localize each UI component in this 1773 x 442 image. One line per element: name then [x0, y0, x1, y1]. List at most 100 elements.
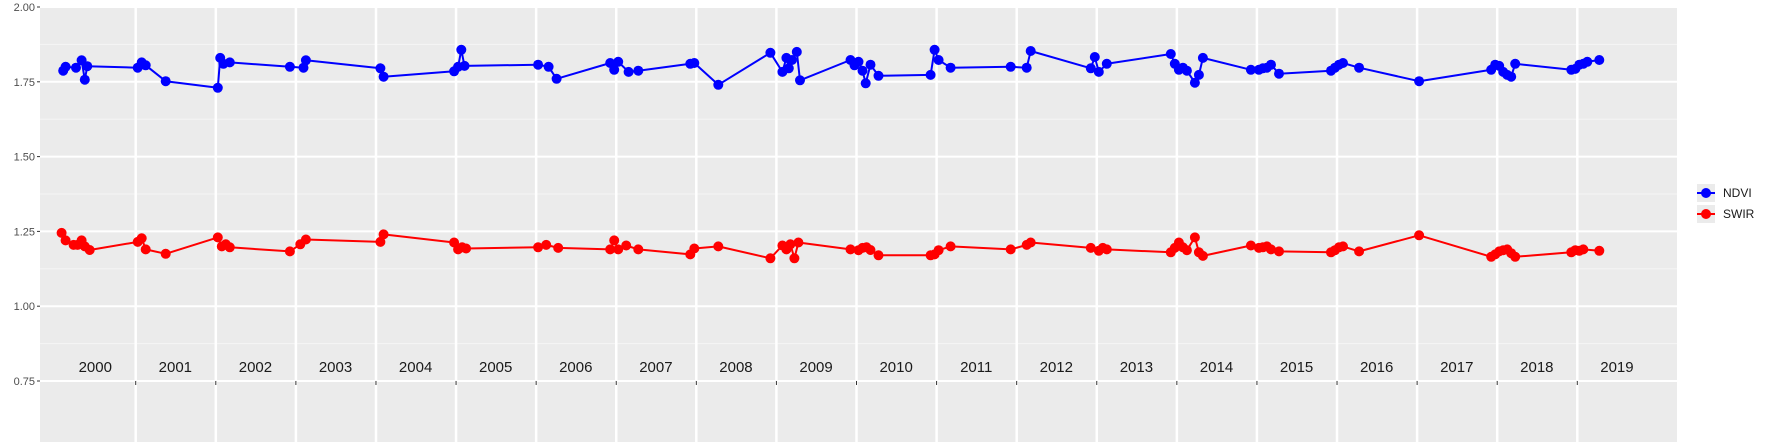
data-point-ndvi — [1101, 58, 1112, 69]
year-label: 2011 — [960, 359, 992, 376]
data-point-ndvi — [865, 59, 876, 70]
data-point-ndvi — [140, 60, 151, 71]
data-point-ndvi — [375, 63, 386, 74]
data-point-ndvi — [1582, 56, 1593, 67]
data-point-ndvi — [1510, 58, 1521, 69]
data-point-swir — [224, 242, 235, 253]
data-point-ndvi — [713, 79, 724, 90]
data-point-swir — [1274, 246, 1284, 257]
data-point-ndvi — [1089, 52, 1100, 62]
data-point-swir — [284, 246, 295, 257]
year-label: 2010 — [879, 359, 912, 376]
year-label: 2014 — [1200, 359, 1233, 376]
data-point-swir — [845, 244, 856, 255]
year-label: 2013 — [1120, 359, 1153, 376]
data-point-ndvi — [925, 69, 936, 80]
data-point-ndvi — [853, 56, 864, 67]
data-point-swir — [1245, 240, 1256, 251]
data-point-ndvi — [456, 44, 467, 55]
data-point-ndvi — [1338, 58, 1348, 68]
data-point-ndvi — [60, 61, 71, 72]
data-point-swir — [713, 241, 724, 252]
data-point-ndvi — [623, 66, 634, 77]
data-point-swir — [533, 242, 544, 253]
data-point-ndvi — [71, 62, 81, 73]
data-point-ndvi — [1594, 55, 1605, 65]
y-tick-label: 1.50 — [14, 152, 35, 164]
data-point-ndvi — [300, 55, 311, 66]
y-tick-label: 0.75 — [14, 376, 35, 388]
data-point-ndvi — [1005, 61, 1016, 72]
data-point-ndvi — [1181, 65, 1192, 76]
data-point-swir — [789, 253, 800, 264]
legend-key-point-ndvi — [1701, 188, 1711, 198]
data-point-ndvi — [787, 55, 797, 65]
data-point-ndvi — [1025, 46, 1036, 56]
data-point-swir — [1578, 244, 1589, 255]
data-point-ndvi — [1354, 62, 1365, 73]
data-point-swir — [1338, 241, 1348, 252]
data-point-swir — [160, 248, 171, 259]
legend-key-point-swir — [1701, 209, 1711, 219]
data-point-swir — [378, 229, 389, 240]
year-label: 2006 — [559, 359, 592, 376]
data-point-swir — [689, 243, 700, 254]
year-label: 2018 — [1520, 359, 1553, 376]
data-point-ndvi — [212, 82, 223, 93]
data-point-swir — [1189, 232, 1200, 243]
data-point-swir — [1005, 244, 1016, 255]
data-point-ndvi — [1197, 52, 1208, 63]
year-label: 2007 — [639, 359, 672, 376]
data-point-swir — [84, 245, 95, 255]
data-point-ndvi — [795, 75, 805, 86]
data-point-swir — [1197, 250, 1208, 261]
data-point-ndvi — [857, 65, 868, 76]
data-point-swir — [461, 243, 472, 254]
data-point-ndvi — [1506, 71, 1517, 82]
data-point-swir — [793, 237, 804, 248]
panel-background — [40, 7, 1677, 442]
data-point-swir — [605, 244, 616, 255]
data-point-ndvi — [933, 55, 944, 65]
year-label: 2015 — [1280, 359, 1313, 376]
data-point-ndvi — [224, 57, 235, 68]
data-point-ndvi — [1189, 77, 1200, 88]
legend: NDVI SWIR — [1693, 180, 1768, 226]
year-label: 2001 — [159, 359, 192, 376]
data-point-ndvi — [543, 61, 554, 72]
data-point-swir — [633, 244, 644, 255]
data-point-ndvi — [533, 59, 544, 70]
y-axis: 0.75 1.00 1.25 1.50 1.75 2.00 — [14, 2, 40, 388]
data-point-ndvi — [1165, 49, 1176, 59]
data-point-ndvi — [609, 64, 620, 75]
y-tick-label: 1.75 — [14, 77, 35, 89]
data-point-ndvi — [1274, 68, 1284, 79]
year-label: 2012 — [1040, 359, 1073, 376]
data-point-ndvi — [1414, 76, 1425, 87]
data-point-swir — [1414, 230, 1425, 241]
year-label: 2017 — [1440, 359, 1473, 376]
data-point-swir — [765, 253, 776, 264]
data-point-swir — [933, 245, 944, 256]
data-point-ndvi — [929, 44, 940, 55]
data-point-ndvi — [945, 62, 956, 73]
data-point-ndvi — [689, 58, 700, 68]
data-point-swir — [1594, 245, 1605, 256]
data-point-swir — [553, 242, 564, 253]
data-point-ndvi — [873, 70, 884, 81]
data-point-swir — [1266, 244, 1276, 255]
y-tick-label: 1.00 — [14, 301, 35, 313]
data-point-ndvi — [1266, 59, 1276, 70]
data-point-ndvi — [633, 65, 644, 76]
data-point-swir — [136, 233, 147, 244]
data-point-ndvi — [378, 71, 389, 82]
data-point-swir — [1101, 244, 1112, 255]
data-point-ndvi — [1193, 69, 1204, 80]
year-label: 2008 — [719, 359, 752, 376]
data-point-swir — [60, 235, 71, 246]
data-point-ndvi — [1021, 62, 1032, 73]
data-point-swir — [873, 250, 884, 261]
data-point-swir — [1354, 246, 1365, 257]
data-point-swir — [212, 232, 223, 243]
